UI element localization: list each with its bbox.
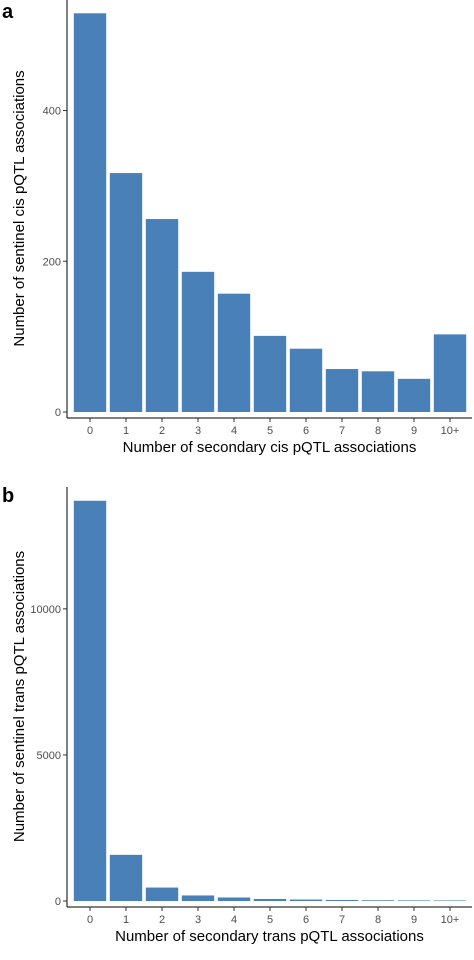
panel-b-x-tick-label-4: 4	[231, 914, 237, 926]
panel-a-x-tick-label-8: 8	[375, 425, 381, 437]
panel-b-x-tick-label-0: 0	[87, 914, 93, 926]
panel-b-bar-4	[217, 897, 251, 901]
panel-b-y-axis-title: Number of sentinel trans pQTL associatio…	[11, 551, 28, 842]
panel-a-bar-6	[289, 348, 323, 412]
panel-a-bar-8	[361, 371, 395, 412]
panel-b-bar-10	[433, 900, 467, 901]
panel-b-bar-6	[289, 899, 323, 901]
panel-b-bar-3	[181, 895, 215, 901]
panel-a-bar-7	[325, 369, 359, 412]
panel-a-bar-9	[397, 378, 431, 412]
panel-b-y-tick-label-1: 5000	[37, 750, 61, 762]
panel-b: b 0 5000 10000 0 1 2 3 4 5 6 7 8 9 10+ Number of secon…	[2, 485, 472, 945]
panel-a-x-tick-label-9: 9	[411, 425, 417, 437]
panel-a-bar-1	[109, 173, 143, 412]
panel-a-bar-5	[253, 335, 287, 412]
panel-a-y-tick-label-1: 200	[43, 256, 61, 268]
panel-a-x-tick-label-6: 6	[303, 425, 309, 437]
panel-b-x-tick-label-8: 8	[375, 914, 381, 926]
panel-b-y-tick-label-0: 0	[55, 896, 61, 908]
panel-a-x-tick-label-0: 0	[87, 425, 93, 437]
panel-b-x-tick-label-9: 9	[411, 914, 417, 926]
panel-a-x-tick-label-10: 10+	[441, 425, 460, 437]
panel-b-bar-9	[397, 900, 431, 901]
panel-a-x-tick-label-2: 2	[159, 425, 165, 437]
panel-a: a 0 200 400 0 1 2 3 4 5 6 7 8 9 10+ Number of secondar…	[2, 0, 472, 456]
panel-b-letter: b	[2, 485, 14, 507]
panel-b-x-axis-title: Number of secondary trans pQTL associati…	[115, 928, 424, 945]
panel-b-bar-0	[73, 500, 107, 901]
panel-b-x-tick-label-2: 2	[159, 914, 165, 926]
panel-a-bar-4	[217, 293, 251, 412]
panel-b-x-tick-label-7: 7	[339, 914, 345, 926]
panel-b-x-tick-label-10: 10+	[441, 914, 460, 926]
panel-a-letter: a	[2, 1, 14, 23]
panel-b-x-tick-label-5: 5	[267, 914, 273, 926]
panel-a-x-tick-label-7: 7	[339, 425, 345, 437]
panel-a-x-tick-label-1: 1	[123, 425, 129, 437]
panel-a-bar-3	[181, 271, 215, 412]
panel-a-y-tick-label-2: 400	[43, 106, 61, 118]
panel-a-bar-2	[145, 219, 179, 412]
panel-a-y-tick-label-0: 0	[55, 407, 61, 419]
panel-a-x-tick-label-3: 3	[195, 425, 201, 437]
panel-b-bar-2	[145, 887, 179, 901]
panel-b-y-tick-label-2: 10000	[30, 604, 61, 616]
panel-b-x-tick-label-6: 6	[303, 914, 309, 926]
panel-b-bar-8	[361, 900, 395, 901]
panel-b-x-tick-label-1: 1	[123, 914, 129, 926]
panel-b-bar-5	[253, 898, 287, 901]
panel-b-bar-1	[109, 854, 143, 901]
panel-a-x-tick-label-5: 5	[267, 425, 273, 437]
panel-a-x-axis-title: Number of secondary cis pQTL association…	[123, 439, 417, 456]
panel-a-x-tick-label-4: 4	[231, 425, 237, 437]
panel-b-bar-7	[325, 899, 359, 901]
panel-a-y-axis-title: Number of sentinel cis pQTL associations	[11, 70, 28, 346]
panel-a-bar-10	[433, 334, 467, 412]
panel-a-bar-0	[73, 13, 107, 412]
panel-b-x-tick-label-3: 3	[195, 914, 201, 926]
